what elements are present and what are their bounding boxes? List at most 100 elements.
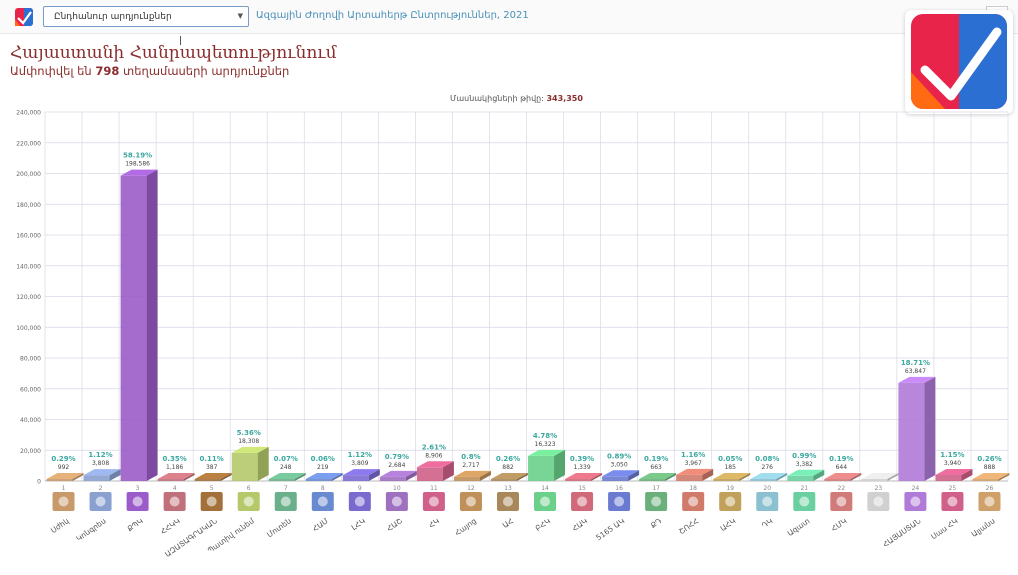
party-number: 6 bbox=[247, 485, 251, 492]
bar-value-label: 63,847 bbox=[905, 368, 926, 375]
bar bbox=[972, 479, 999, 481]
party-name-label: Հայոց bbox=[453, 516, 478, 537]
party-name-label: ԴԿ bbox=[760, 516, 774, 530]
bar-value-label: 3,809 bbox=[351, 460, 368, 467]
brand-logo-icon bbox=[911, 14, 1007, 109]
party-logo-mark-icon bbox=[391, 496, 402, 507]
subtitle-prefix: Ամփոփվել են bbox=[10, 64, 96, 78]
bar-side bbox=[257, 446, 269, 481]
bar-side bbox=[294, 473, 306, 481]
party-logo-mark-icon bbox=[465, 496, 476, 507]
y-tick-label: 20,000 bbox=[20, 448, 41, 455]
bar-percent-label: 0.19% bbox=[644, 455, 668, 463]
bar-top bbox=[602, 470, 640, 477]
y-tick-label: 220,000 bbox=[16, 140, 41, 147]
party-number: 16 bbox=[615, 485, 623, 492]
bar bbox=[83, 475, 110, 481]
party-number: 8 bbox=[321, 485, 325, 492]
bar bbox=[750, 479, 777, 481]
app-logo-icon[interactable] bbox=[14, 7, 34, 27]
bar-percent-label: 0.19% bbox=[829, 455, 853, 463]
bar-percent-label: 0.05% bbox=[718, 455, 742, 463]
party-logo-mark-icon bbox=[725, 496, 736, 507]
results-type-dropdown[interactable]: Ընդհանուր արդյունքներ ▼ bbox=[43, 6, 249, 27]
party-number: 22 bbox=[838, 485, 846, 492]
voters-label: Մասնակիցների թիվը: bbox=[450, 94, 544, 103]
bar-side bbox=[183, 473, 195, 481]
bar-side bbox=[739, 473, 751, 481]
bar bbox=[713, 479, 740, 481]
party-logo-mark-icon bbox=[577, 496, 588, 507]
bar-top bbox=[565, 472, 603, 479]
page-title: Հայաստանի Հանրապետությունում bbox=[10, 43, 337, 63]
party-logo-mark-icon bbox=[651, 496, 662, 507]
bar-value-label: 888 bbox=[984, 464, 996, 471]
bar-value-label: 198,586 bbox=[125, 161, 150, 168]
bar-top bbox=[713, 473, 751, 479]
bar-value-label: 1,186 bbox=[166, 464, 183, 471]
bar-value-label: 3,382 bbox=[796, 461, 813, 468]
party-name-label: ՀՄԿ bbox=[830, 516, 849, 533]
party-logo-mark-icon bbox=[873, 496, 884, 507]
bar-side bbox=[665, 473, 677, 481]
bar-percent-label: 0.35% bbox=[162, 455, 186, 463]
bar-percent-label: 0.06% bbox=[311, 455, 335, 463]
text-cursor-icon bbox=[180, 36, 181, 45]
bar-percent-label: 0.11% bbox=[200, 455, 224, 463]
bar-side bbox=[850, 473, 862, 481]
bar bbox=[453, 476, 480, 481]
bar-side bbox=[331, 473, 343, 481]
party-number: 9 bbox=[358, 485, 362, 492]
party-logo-mark-icon bbox=[984, 496, 995, 507]
party-logo-mark-icon bbox=[910, 496, 921, 507]
party-number: 5 bbox=[210, 485, 214, 492]
bar-side bbox=[887, 473, 899, 481]
bar-percent-label: 4.78% bbox=[533, 432, 557, 440]
y-tick-label: 120,000 bbox=[16, 294, 41, 301]
party-name-label: Մոտեն bbox=[265, 516, 293, 539]
party-logo-mark-icon bbox=[836, 496, 847, 507]
bar-side bbox=[516, 473, 528, 481]
party-logo-mark-icon bbox=[132, 496, 143, 507]
voters-count: 343,350 bbox=[546, 94, 583, 103]
bar bbox=[935, 474, 962, 481]
bar-top bbox=[46, 473, 84, 479]
party-number: 12 bbox=[467, 485, 475, 492]
bar-top bbox=[676, 468, 714, 475]
bar-side bbox=[591, 472, 603, 481]
bar-value-label: 644 bbox=[836, 464, 848, 471]
election-title-link[interactable]: Ազգային Ժողովի Արտահերթ Ընտրություններ, … bbox=[256, 10, 529, 21]
bar-side bbox=[220, 473, 232, 481]
bar-value-label: 248 bbox=[280, 464, 292, 471]
party-number: 2 bbox=[99, 485, 103, 492]
dropdown-value: Ընդհանուր արդյունքներ bbox=[54, 12, 172, 22]
top-bar: Ընդհանուր արդյունքներ ▼ Ազգային Ժողովի Ա… bbox=[0, 0, 1018, 34]
party-logo-mark-icon bbox=[58, 496, 69, 507]
bar bbox=[602, 476, 629, 481]
bar bbox=[194, 479, 221, 481]
party-number: 19 bbox=[726, 485, 734, 492]
party-name-label: ՔՊԿ bbox=[126, 516, 145, 533]
party-logo-mark-icon bbox=[243, 496, 254, 507]
bar-value-label: 18,308 bbox=[238, 438, 259, 445]
bar bbox=[416, 467, 443, 481]
party-number: 15 bbox=[578, 485, 586, 492]
bar-percent-label: 0.79% bbox=[385, 453, 409, 461]
party-logo-mark-icon bbox=[947, 496, 958, 507]
party-name-label: Սժհկ bbox=[49, 516, 71, 535]
bar bbox=[787, 475, 814, 481]
party-name-label: 5165 ԱԿ bbox=[594, 516, 626, 542]
party-name-label: ԱՀ bbox=[501, 516, 515, 530]
bar-top bbox=[453, 470, 491, 477]
bar bbox=[565, 478, 592, 481]
bar bbox=[639, 479, 666, 481]
y-tick-label: 160,000 bbox=[16, 233, 41, 240]
bar-value-label: 219 bbox=[317, 464, 329, 471]
bar bbox=[676, 474, 703, 481]
party-number: 13 bbox=[504, 485, 512, 492]
party-number: 4 bbox=[173, 485, 177, 492]
bar-percent-label: 0.08% bbox=[755, 455, 779, 463]
party-number: 24 bbox=[912, 485, 920, 492]
bar-side bbox=[109, 469, 121, 481]
